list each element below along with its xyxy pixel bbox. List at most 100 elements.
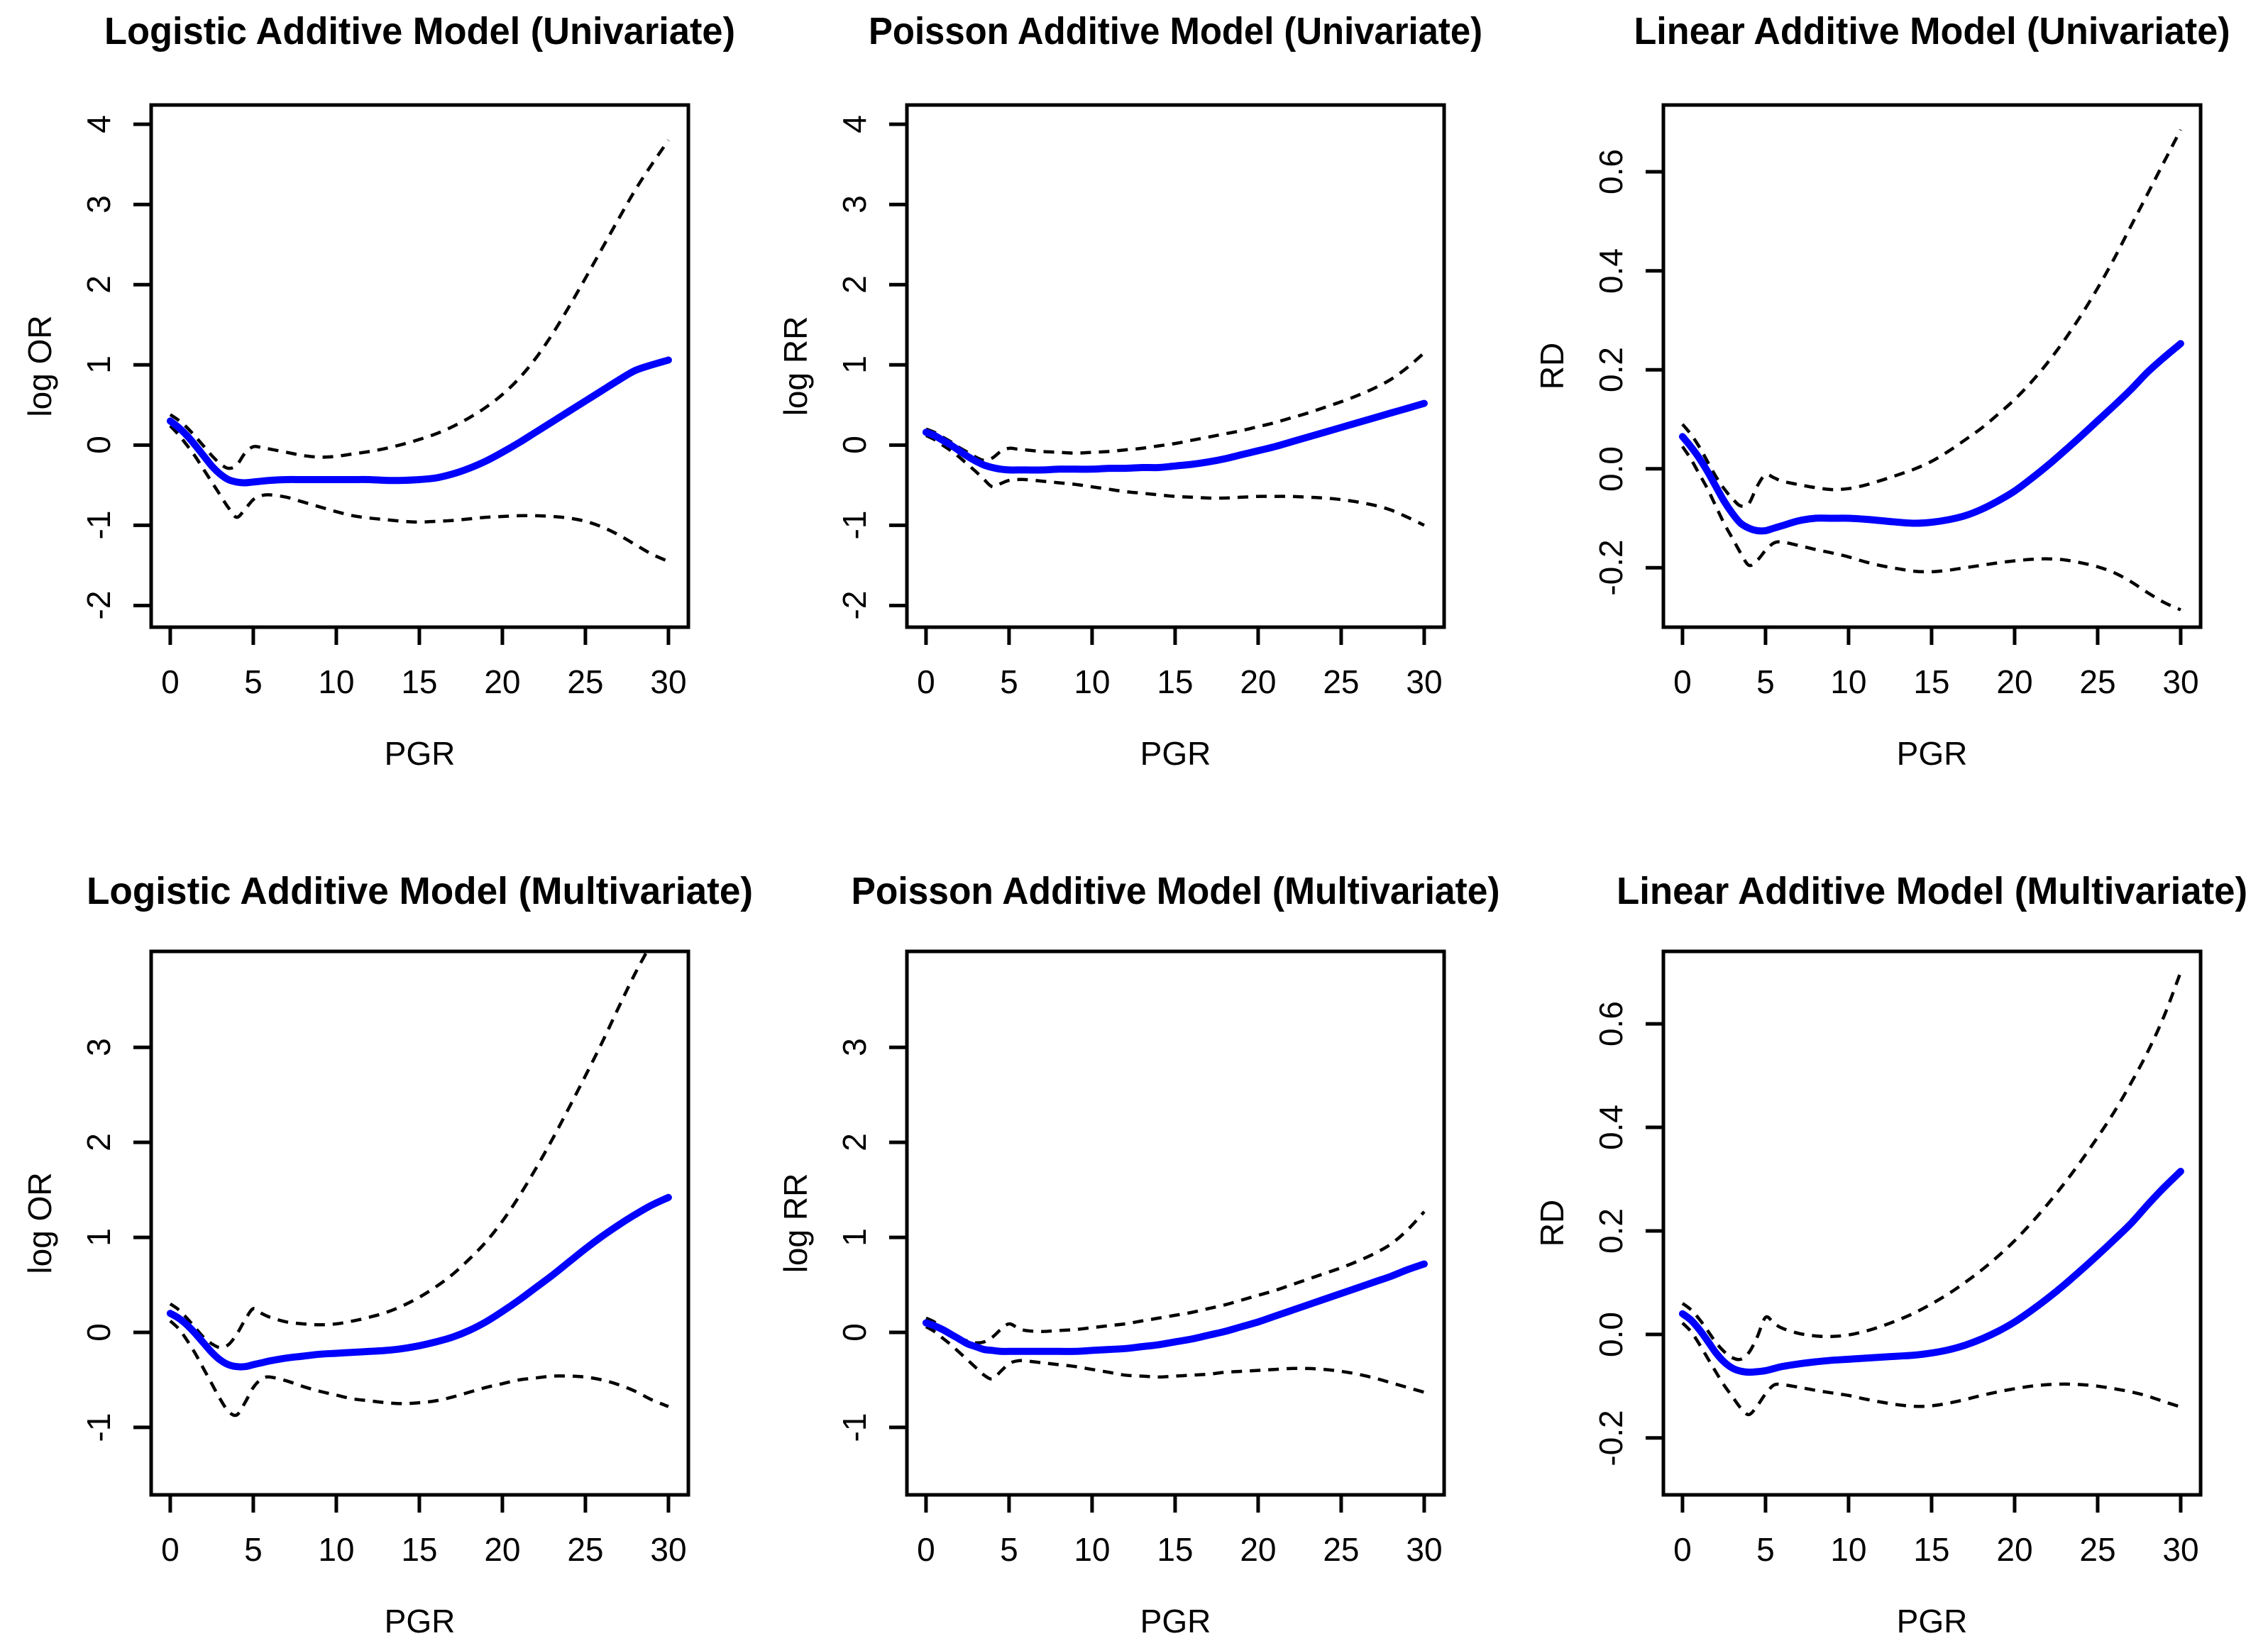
x-tick-label: 15: [1157, 663, 1194, 700]
x-tick-label: 5: [244, 1531, 263, 1568]
y-axis-label: log OR: [21, 1172, 58, 1273]
plot-box: [905, 103, 1446, 629]
x-tick-label: 20: [484, 663, 520, 700]
chart-panel-linear-multivariate: Linear Additive Model (Multivariate) 0 5 10…: [1534, 870, 2247, 1640]
fit-line: [1678, 340, 2184, 535]
y-tick-label: 0.2: [1592, 347, 1629, 392]
y-tick-label: -2: [80, 591, 117, 620]
y-axis-label: log OR: [21, 315, 58, 416]
panel-title: Poisson Additive Model (Multivariate): [852, 870, 1500, 912]
y-tick-label: 1: [836, 355, 873, 374]
y-tick-label: 1: [80, 1228, 117, 1247]
x-tick-label: 15: [1157, 1531, 1194, 1568]
y-tick-label: -0.2: [1592, 1410, 1629, 1466]
upper-ci-line: [1680, 128, 2182, 508]
y-tick-label: 0.2: [1592, 1208, 1629, 1254]
y-tick-label: 0.4: [1592, 248, 1629, 294]
y-axis-label: RD: [1534, 343, 1570, 389]
x-tick-label: 0: [161, 663, 180, 700]
x-tick-label: 10: [1074, 1531, 1111, 1568]
x-tick-label: 0: [917, 1531, 935, 1568]
y-tick-label: 2: [80, 1133, 117, 1151]
x-tick-label: 10: [1830, 663, 1866, 700]
chart-panel-logistic-multivariate: Logistic Additive Model (Multivariate) 0 5…: [21, 870, 753, 1640]
x-tick-label: 10: [318, 663, 354, 700]
x-axis-label: PGR: [385, 1603, 456, 1640]
fit-line: [923, 1260, 1428, 1355]
x-tick-label: 30: [1407, 663, 1443, 700]
y-tick-label: 3: [836, 195, 873, 214]
plot-box: [905, 949, 1446, 1496]
x-tick-label: 10: [1074, 663, 1111, 700]
x-tick-label: 30: [1407, 1531, 1443, 1568]
fit-line: [166, 356, 672, 487]
x-axis-label: PGR: [385, 735, 456, 772]
x-tick-label: 30: [650, 1531, 686, 1568]
x-axis-label: PGR: [1140, 1603, 1211, 1640]
y-tick-label: -0.2: [1592, 539, 1629, 595]
plot-box: [149, 103, 690, 629]
y-axis-label: log RR: [777, 316, 814, 416]
x-tick-label: 0: [161, 1531, 180, 1568]
y-tick-label: 1: [836, 1228, 873, 1247]
chart-panel-poisson-univariate: Poisson Additive Model (Univariate)0 5 10 1…: [777, 10, 1482, 772]
y-tick-label: -1: [80, 511, 117, 540]
x-tick-label: 5: [1000, 663, 1018, 700]
x-tick-label: 5: [1000, 1531, 1018, 1568]
y-axis-label: RD: [1534, 1199, 1570, 1246]
x-tick-label: 0: [1673, 663, 1692, 700]
y-tick-label: 2: [836, 1133, 873, 1151]
y-tick-label: 0.0: [1592, 446, 1629, 492]
lower-ci-line: [925, 433, 1426, 527]
y-tick-label: -1: [836, 1413, 873, 1442]
x-tick-label: 25: [1323, 1531, 1360, 1568]
y-tick-label: 0: [80, 1323, 117, 1342]
lower-ci-line: [169, 424, 669, 563]
x-tick-label: 25: [567, 663, 603, 700]
x-tick-label: 10: [318, 1531, 354, 1568]
x-tick-label: 5: [244, 663, 263, 700]
y-tick-label: 2: [80, 275, 117, 294]
lower-ci-line: [1680, 446, 2181, 612]
lower-ci-line: [1681, 1321, 2181, 1416]
y-tick-label: 2: [836, 275, 873, 294]
x-tick-label: 20: [1996, 1531, 2032, 1568]
x-axis-label: PGR: [1896, 735, 1967, 772]
y-tick-label: 0: [80, 436, 117, 454]
x-tick-label: 15: [401, 1531, 437, 1568]
x-tick-label: 0: [1673, 1531, 1692, 1568]
upper-ci-line: [169, 951, 649, 1349]
x-tick-label: 5: [1756, 663, 1775, 700]
panel-title: Linear Additive Model (Univariate): [1634, 10, 2230, 53]
x-tick-label: 25: [2079, 1531, 2115, 1568]
x-axis-label: PGR: [1896, 1603, 1967, 1640]
x-tick-label: 25: [567, 1531, 603, 1568]
y-tick-label: -1: [80, 1413, 117, 1442]
lower-ci-line: [169, 1319, 669, 1417]
y-tick-label: 3: [836, 1038, 873, 1056]
x-tick-label: 20: [1240, 1531, 1277, 1568]
chart-panel-poisson-multivariate: Poisson Additive Model (Multivariate) 0 5 1…: [777, 870, 1500, 1640]
chart-panel-linear-univariate: Linear Additive Model (Univariate) 0 5 10 15…: [1534, 10, 2230, 772]
y-tick-label: 0.4: [1592, 1105, 1629, 1150]
x-axis-label: PGR: [1140, 735, 1211, 772]
x-tick-label: 30: [2162, 1531, 2198, 1568]
x-tick-label: 20: [1996, 663, 2032, 700]
x-tick-label: 15: [401, 663, 437, 700]
panel-title: Logistic Additive Model (Univariate): [104, 10, 735, 53]
x-tick-label: 30: [650, 663, 686, 700]
x-tick-label: 20: [1240, 663, 1277, 700]
y-axis-label: log RR: [777, 1173, 814, 1273]
fit-line: [923, 399, 1428, 474]
y-tick-label: 4: [80, 115, 117, 133]
lower-ci-line: [925, 1325, 1425, 1394]
y-tick-label: 0.6: [1592, 1001, 1629, 1046]
x-tick-label: 0: [917, 663, 935, 700]
x-tick-label: 30: [2162, 663, 2198, 700]
fit-line: [1678, 1167, 2184, 1376]
y-tick-label: 1: [80, 355, 117, 374]
panel-title: Logistic Additive Model (Multivariate): [87, 870, 753, 912]
panel-title: Linear Additive Model (Multivariate): [1617, 870, 2247, 912]
plot-box: [1661, 103, 2203, 629]
